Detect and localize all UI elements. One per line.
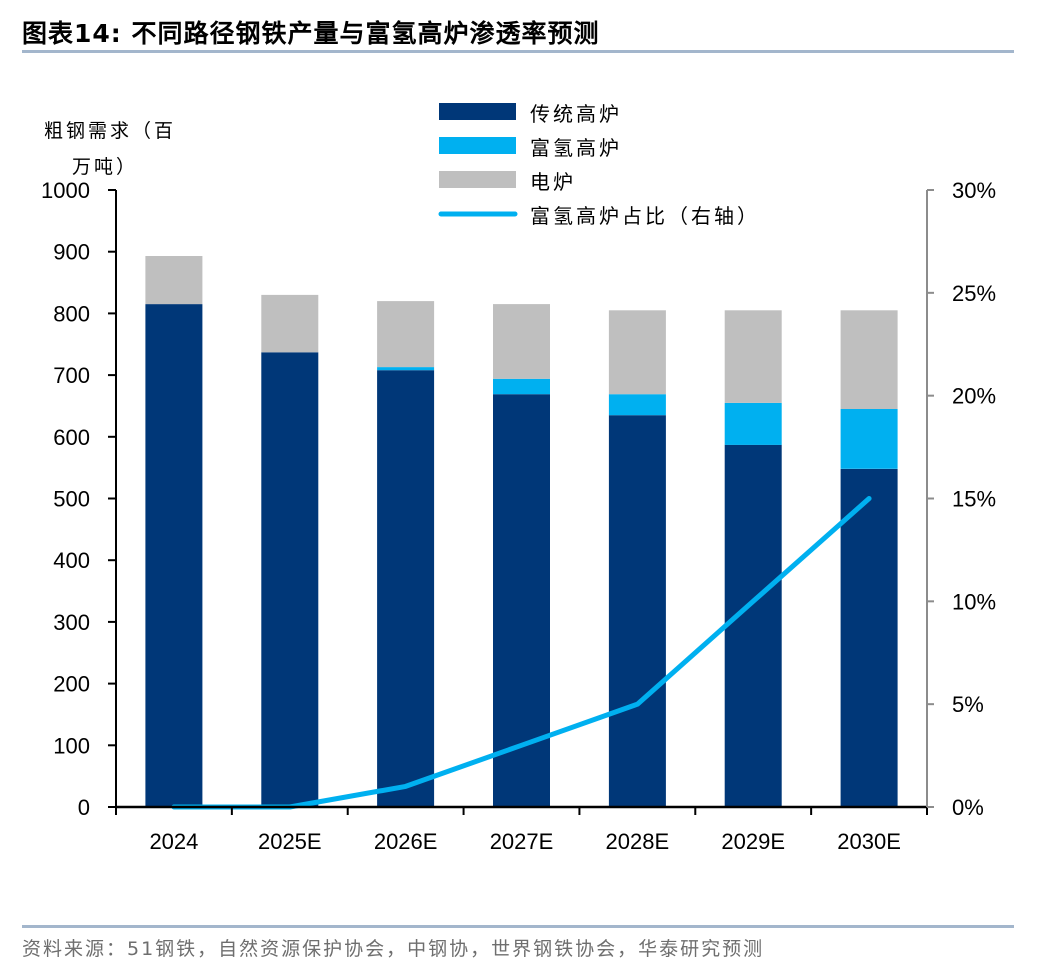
bar-traditional-bf-2030e — [840, 468, 898, 807]
footer-divider — [22, 925, 1014, 928]
x-tick-label: 2026E — [374, 829, 438, 854]
y-tick-label-left: 600 — [53, 425, 90, 450]
y-tick-label-right: 20% — [952, 384, 996, 409]
bar-eaf-2028e — [608, 310, 666, 395]
x-tick-label: 2029E — [721, 829, 785, 854]
y-tick-label-right: 25% — [952, 281, 996, 306]
y-tick-label-left: 1000 — [41, 178, 90, 203]
legend-swatch-eaf — [439, 171, 516, 188]
y-tick-label-left: 800 — [53, 301, 90, 326]
chart-title: 图表14: 不同路径钢铁产量与富氢高炉渗透率预测 — [22, 19, 600, 48]
source-note: 资料来源：51钢铁，自然资源保护协会，中钢协，世界钢铁协会，华泰研究预测 — [22, 938, 765, 960]
legend-item-hydrogen-bf: 富氢高炉 — [439, 136, 622, 160]
y-tick-label-left: 900 — [53, 240, 90, 265]
y-tick-label-left: 700 — [53, 363, 90, 388]
y-axis-label-line-2: 万吨） — [72, 156, 138, 178]
y-tick-label-right: 0% — [952, 795, 984, 820]
legend-item-eaf: 电炉 — [439, 170, 576, 194]
y-tick-label-left: 100 — [53, 733, 90, 758]
legend-label: 电炉 — [530, 170, 576, 194]
chart: 0 100 200 300 400 500 600 700 800 900 1000 2024 2025… — [41, 102, 996, 854]
bar-eaf-2025e — [261, 294, 319, 353]
y-tick-label-left: 0 — [78, 795, 90, 820]
bar-eaf-2027e — [493, 304, 550, 379]
x-tick-label: 2030E — [837, 829, 901, 854]
bar-hydrogen-bf-2030e — [840, 409, 898, 469]
axes-layer: 0 100 200 300 400 500 600 700 800 900 1000 2024 2025… — [41, 178, 996, 854]
y-tick-label-left: 200 — [53, 672, 90, 697]
legend-label: 富氢高炉占比（右轴） — [530, 204, 760, 228]
y-tick-label-right: 10% — [952, 589, 996, 614]
bar-hydrogen-bf-2028e — [608, 394, 666, 416]
x-tick-label: 2025E — [258, 829, 322, 854]
bar-hydrogen-bf-2027e — [493, 378, 550, 395]
bar-traditional-bf-2025e — [261, 352, 319, 807]
legend-item-share-line: 富氢高炉占比（右轴） — [438, 204, 760, 228]
bar-traditional-bf-2028e — [608, 415, 666, 807]
y-tick-label-right: 15% — [952, 487, 996, 512]
title-divider — [22, 50, 1014, 53]
bar-traditional-bf-2024 — [145, 304, 203, 807]
bar-eaf-2030e — [840, 310, 898, 409]
legend-swatch-hydrogen-bf — [439, 137, 516, 154]
y-tick-label-left: 400 — [53, 548, 90, 573]
bar-eaf-2026e — [377, 301, 435, 368]
y-tick-label-right: 30% — [952, 178, 996, 203]
legend-label: 传统高炉 — [530, 102, 622, 126]
legend-item-traditional-bf: 传统高炉 — [439, 102, 622, 126]
bar-hydrogen-bf-2026e — [377, 367, 435, 371]
bar-traditional-bf-2029e — [724, 444, 782, 807]
bars-layer — [145, 256, 898, 807]
bar-eaf-2024 — [145, 256, 203, 305]
bar-traditional-bf-2026e — [377, 370, 435, 807]
legend-swatch-traditional-bf — [439, 103, 516, 120]
y-tick-label-right: 5% — [952, 692, 984, 717]
y-tick-label-left: 300 — [53, 610, 90, 635]
x-tick-label: 2024 — [149, 829, 198, 854]
legend-label: 富氢高炉 — [530, 136, 622, 160]
bar-hydrogen-bf-2029e — [724, 402, 782, 445]
y-tick-label-left: 500 — [53, 487, 90, 512]
x-tick-label: 2027E — [490, 829, 554, 854]
bar-eaf-2029e — [724, 310, 782, 403]
x-tick-label: 2028E — [606, 829, 670, 854]
y-axis-label-line-1: 粗钢需求（百 — [44, 120, 176, 142]
y-axis-label: 粗钢需求（百万吨） — [44, 120, 176, 178]
